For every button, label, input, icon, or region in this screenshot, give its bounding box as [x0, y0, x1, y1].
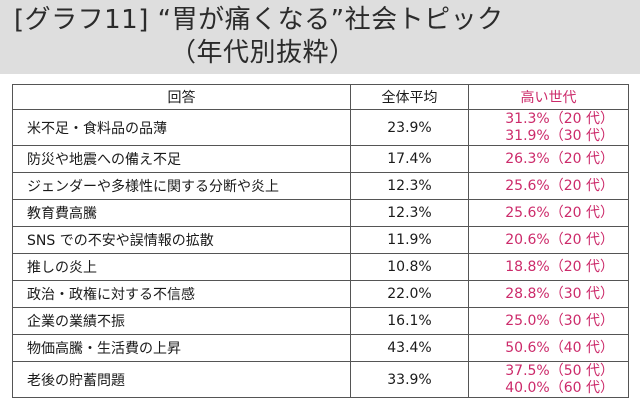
high-generation-value: 31.3%（20 代）	[505, 110, 614, 127]
average-cell: 23.9%	[350, 109, 469, 146]
title-banner: [グラフ11] “胃が痛くなる”社会トピック （年代別抜粋）	[0, 0, 640, 74]
answer-cell: 米不足・食料品の品薄	[12, 109, 351, 146]
column-header-high-generation: 高い世代	[468, 84, 629, 110]
table-row: 企業の業績不振 16.1% 25.0%（30 代）	[12, 307, 629, 335]
average-cell: 12.3%	[350, 199, 469, 227]
table-row: 老後の貯蓄問題 33.9% 37.5%（50 代） 40.0%（60 代）	[12, 361, 629, 398]
high-generation-cell: 26.3%（20 代）	[468, 145, 629, 173]
high-generation-cell: 31.3%（20 代） 31.9%（30 代）	[468, 109, 629, 146]
average-cell: 22.0%	[350, 280, 469, 308]
average-cell: 11.9%	[350, 226, 469, 254]
column-header-average: 全体平均	[350, 84, 469, 110]
answer-cell: 防災や地震への備え不足	[12, 145, 351, 173]
high-generation-value: 28.8%（30 代）	[505, 285, 614, 302]
answer-cell: 物価高騰・生活費の上昇	[12, 334, 351, 362]
answer-cell: 老後の貯蓄問題	[12, 361, 351, 398]
table-row: 防災や地震への備え不足 17.4% 26.3%（20 代）	[12, 145, 629, 173]
high-generation-value: 31.9%（30 代）	[505, 127, 614, 144]
high-generation-cell: 37.5%（50 代） 40.0%（60 代）	[468, 361, 629, 398]
high-generation-value: 50.6%（40 代）	[505, 339, 614, 356]
high-generation-value: 25.6%（20 代）	[505, 204, 614, 221]
table-body: 米不足・食料品の品薄 23.9% 31.3%（20 代） 31.9%（30 代） 防災や…	[12, 109, 629, 398]
average-cell: 17.4%	[350, 145, 469, 173]
average-cell: 33.9%	[350, 361, 469, 398]
answer-cell: 教育費高騰	[12, 199, 351, 227]
table-row: 教育費高騰 12.3% 25.6%（20 代）	[12, 199, 629, 227]
high-generation-value: 25.0%（30 代）	[505, 312, 614, 329]
average-cell: 12.3%	[350, 172, 469, 200]
average-cell: 10.8%	[350, 253, 469, 281]
high-generation-value: 25.6%（20 代）	[505, 177, 614, 194]
table-row: 物価高騰・生活費の上昇 43.4% 50.6%（40 代）	[12, 334, 629, 362]
answer-cell: ジェンダーや多様性に関する分断や炎上	[12, 172, 351, 200]
high-generation-cell: 50.6%（40 代）	[468, 334, 629, 362]
high-generation-value: 20.6%（20 代）	[505, 231, 614, 248]
high-generation-cell: 25.6%（20 代）	[468, 199, 629, 227]
high-generation-cell: 18.8%（20 代）	[468, 253, 629, 281]
high-generation-cell: 20.6%（20 代）	[468, 226, 629, 254]
table-row: 政治・政権に対する不信感 22.0% 28.8%（30 代）	[12, 280, 629, 308]
high-generation-value: 26.3%（20 代）	[505, 150, 614, 167]
table-row: 推しの炎上 10.8% 18.8%（20 代）	[12, 253, 629, 281]
topic-table: 回答 全体平均 高い世代 米不足・食料品の品薄 23.9% 31.3%（20 代） 3…	[12, 84, 629, 398]
high-generation-value: 40.0%（60 代）	[505, 379, 614, 396]
title-line-2: （年代別抜粋）	[170, 38, 356, 68]
high-generation-cell: 28.8%（30 代）	[468, 280, 629, 308]
table-row: SNS での不安や誤情報の拡散 11.9% 20.6%（20 代）	[12, 226, 629, 254]
answer-cell: 推しの炎上	[12, 253, 351, 281]
table-row: 米不足・食料品の品薄 23.9% 31.3%（20 代） 31.9%（30 代）	[12, 109, 629, 146]
chart-title: [グラフ11] “胃が痛くなる”社会トピック （年代別抜粋）	[14, 4, 504, 70]
high-generation-value: 18.8%（20 代）	[505, 258, 614, 275]
high-generation-cell: 25.6%（20 代）	[468, 172, 629, 200]
table-row: ジェンダーや多様性に関する分断や炎上 12.3% 25.6%（20 代）	[12, 172, 629, 200]
title-line-1: [グラフ11] “胃が痛くなる”社会トピック	[14, 5, 504, 35]
high-generation-value: 37.5%（50 代）	[505, 362, 614, 379]
average-cell: 43.4%	[350, 334, 469, 362]
average-cell: 16.1%	[350, 307, 469, 335]
column-header-answer: 回答	[12, 84, 351, 110]
answer-cell: 政治・政権に対する不信感	[12, 280, 351, 308]
high-generation-cell: 25.0%（30 代）	[468, 307, 629, 335]
answer-cell: SNS での不安や誤情報の拡散	[12, 226, 351, 254]
table-header-row: 回答 全体平均 高い世代	[12, 84, 629, 110]
answer-cell: 企業の業績不振	[12, 307, 351, 335]
